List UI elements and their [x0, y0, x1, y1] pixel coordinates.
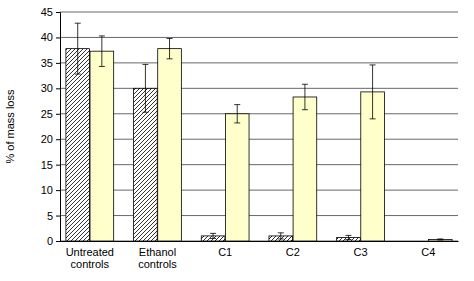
- x-axis-line: [61, 241, 459, 242]
- y-tick-label: 10: [41, 184, 53, 196]
- y-tick-mark: [56, 37, 60, 38]
- x-tick-label-line: Untreated: [66, 246, 114, 258]
- y-tick-mark: [56, 241, 60, 242]
- error-bar: [210, 233, 216, 238]
- y-tick-label: 35: [41, 57, 53, 69]
- bar: [225, 114, 249, 241]
- y-tick-mark: [56, 88, 60, 89]
- y-tick-label: 40: [41, 31, 53, 43]
- y-tick-mark: [56, 165, 60, 166]
- grid-line: [60, 37, 458, 38]
- y-axis-title: % of mass loss: [4, 89, 16, 163]
- x-tick: Ethanolcontrols: [138, 241, 177, 270]
- bar: [90, 51, 114, 241]
- series: [90, 36, 452, 241]
- x-tick-label-line: C3: [353, 246, 367, 258]
- x-tick-label: C4: [421, 246, 435, 258]
- y-tick-label: 25: [41, 108, 53, 120]
- y-tick-mark: [56, 12, 60, 13]
- error-bar: [234, 105, 240, 123]
- error-bar: [345, 235, 351, 239]
- grid: [60, 12, 458, 241]
- bar: [428, 239, 452, 241]
- x-tick-label-line: Ethanol: [139, 246, 176, 258]
- x-tick: C3: [353, 241, 367, 258]
- series: [66, 23, 360, 241]
- bars: [66, 23, 452, 241]
- x-tick: C2: [286, 241, 300, 258]
- grid-line: [60, 12, 458, 13]
- y-tick-mark: [56, 63, 60, 64]
- x-tick: C4: [421, 241, 435, 258]
- y-tick: 25: [41, 108, 60, 120]
- y-tick: 5: [47, 210, 60, 222]
- error-bar: [142, 64, 148, 112]
- grid-line: [60, 88, 458, 89]
- bar: [158, 49, 182, 241]
- grid-line: [60, 113, 458, 114]
- y-tick-mark: [56, 114, 60, 115]
- y-axis: 0 5 10 15 20 25 30 35 40 45: [41, 6, 61, 247]
- error-bar: [167, 38, 173, 58]
- y-tick-label: 15: [41, 159, 53, 171]
- x-tick-label: Ethanolcontrols: [138, 246, 177, 271]
- y-tick-label: 5: [47, 210, 53, 222]
- y-tick: 20: [41, 133, 60, 145]
- y-tick: 30: [41, 82, 60, 94]
- y-tick: 40: [41, 31, 60, 43]
- grid-line: [60, 215, 458, 216]
- x-tick-label: C1: [218, 246, 232, 258]
- y-axis-line: [56, 13, 61, 242]
- y-tick-mark: [56, 216, 60, 217]
- y-tick: 45: [41, 6, 60, 18]
- x-axis: UntreatedcontrolsEthanolcontrolsC1C2C3C4: [61, 241, 459, 270]
- grid-line: [60, 190, 458, 191]
- grid-line: [60, 164, 458, 165]
- x-tick-label-line: C4: [421, 246, 435, 258]
- grid-line: [60, 62, 458, 63]
- error-bar: [278, 233, 284, 239]
- x-tick-label-line: C2: [286, 246, 300, 258]
- y-tick: 35: [41, 57, 60, 69]
- y-tick: 15: [41, 159, 60, 171]
- y-tick-label: 45: [41, 6, 53, 18]
- error-bar: [370, 65, 376, 119]
- x-tick-label-line: controls: [138, 258, 177, 270]
- x-tick: C1: [218, 241, 232, 258]
- error-bar: [302, 84, 308, 109]
- bar: [66, 49, 90, 241]
- x-tick-label-line: C1: [218, 246, 232, 258]
- y-tick-mark: [56, 190, 60, 191]
- y-tick-label: 30: [41, 82, 53, 94]
- chart: 051015202530354045UntreatedcontrolsEthan…: [0, 0, 474, 281]
- x-tick-label: C2: [286, 246, 300, 258]
- y-tick-label: 0: [47, 235, 53, 247]
- x-tick: Untreatedcontrols: [66, 241, 114, 270]
- error-bar: [99, 36, 105, 67]
- plot: 051015202530354045UntreatedcontrolsEthan…: [41, 6, 459, 270]
- y-tick-label: 20: [41, 133, 53, 145]
- x-tick-label: Untreatedcontrols: [66, 246, 114, 271]
- error-bar: [437, 239, 443, 240]
- y-tick-mark: [56, 139, 60, 140]
- grid-line: [60, 241, 458, 242]
- grid-line: [60, 139, 458, 140]
- bar: [293, 97, 317, 241]
- x-tick-label: C3: [353, 246, 367, 258]
- error-bar: [75, 23, 81, 74]
- y-tick: 0: [47, 235, 60, 247]
- y-tick: 10: [41, 184, 60, 196]
- x-tick-label-line: controls: [71, 258, 110, 270]
